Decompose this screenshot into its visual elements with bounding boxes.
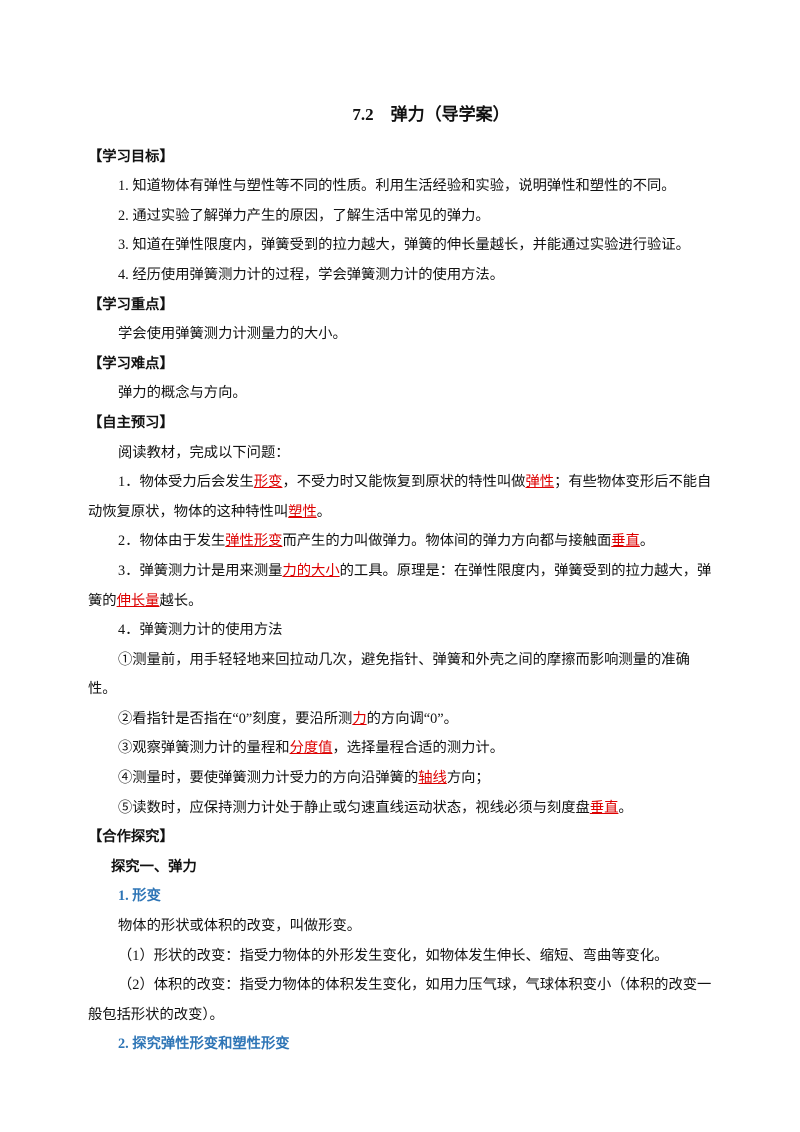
text: 。 [618, 799, 633, 816]
subheading: 探究一、弹力 [111, 858, 197, 875]
text: 越长。 [159, 592, 203, 609]
answer: 伸长量 [116, 592, 160, 609]
text: （2）体积的改变：指受力物体的体积发生变化，如用力压气球，气球体积变小（体积的改… [88, 977, 712, 1023]
topic-heading: 2. 探究弹性形变和塑性形变 [118, 1036, 290, 1053]
paragraph: 1. 知道物体有弹性与塑性等不同的性质。利用生活经验和实验，说明弹性和塑性的不同… [88, 172, 714, 202]
text: 学会使用弹簧测力计测量力的大小。 [118, 326, 347, 343]
text: 弹力的概念与方向。 [118, 385, 247, 402]
text: 物体的形状或体积的改变，叫做形变。 [118, 918, 362, 935]
paragraph: 2. 通过实验了解弹力产生的原因，了解生活中常见的弹力。 [88, 202, 714, 232]
paragraph: 2．物体由于发生弹性形变而产生的力叫做弹力。物体间的弹力方向都与接触面垂直。 [88, 527, 714, 557]
paragraph: 1．物体受力后会发生形变，不受力时又能恢复到原状的特性叫做弹性；有些物体变形后不… [88, 468, 714, 527]
answer: 力的大小 [282, 562, 340, 579]
text: ，不受力时又能恢复到原状的特性叫做 [282, 474, 526, 491]
text: ①测量前，用手轻轻地来回拉动几次，避免指针、弹簧和外壳之间的摩擦而影响测量的准确… [88, 651, 690, 698]
section-heading: 【学习重点】 [88, 296, 174, 313]
text: 。 [639, 533, 655, 550]
section-heading: 【学习目标】 [88, 148, 174, 165]
answer: 分度值 [289, 740, 333, 757]
text: （1）形状的改变：指受力物体的外形发生变化，如物体发生伸长、缩短、弯曲等变化。 [118, 947, 669, 964]
section-heading: 【学习难点】 [88, 355, 174, 372]
topic-heading: 1. 形变 [118, 888, 161, 905]
section-heading: 【自主预习】 [88, 414, 174, 431]
text: ；有些物体变形后不能自动恢复原状，物体的这种特性叫 [88, 474, 712, 520]
paragraph: 4. 经历使用弹簧测力计的过程，学会弹簧测力计的使用方法。 [88, 261, 714, 291]
paragraph: （1）形状的改变：指受力物体的外形发生变化，如物体发生伸长、缩短、弯曲等变化。 [88, 942, 714, 972]
answer: 力 [352, 710, 367, 727]
answer: 弹性形变 [225, 533, 283, 550]
section-heading: 【合作探究】 [88, 829, 174, 846]
paragraph: 阅读教材，完成以下问题： [88, 439, 714, 469]
text: 2. 通过实验了解弹力产生的原因，了解生活中常见的弹力。 [118, 207, 490, 224]
text: ②看指针是否指在“0”刻度，要沿所测 [118, 710, 353, 727]
paragraph: ③观察弹簧测力计的量程和分度值，选择量程合适的测力计。 [88, 734, 714, 764]
text: 3. 知道在弹性限度内，弹簧受到的拉力越大，弹簧的伸长量越长，并能通过实验进行验… [118, 237, 690, 254]
text: 。 [316, 503, 332, 520]
text: 2．物体由于发生 [118, 533, 226, 550]
title: 7.2 弹力（导学案） [352, 105, 510, 124]
text: 方向； [446, 770, 490, 787]
paragraph: ⑤读数时，应保持测力计处于静止或匀速直线运动状态，视线必须与刻度盘垂直。 [88, 794, 714, 824]
text: ④测量时，要使弹簧测力计受力的方向沿弹簧的 [118, 770, 419, 787]
answer: 垂直 [611, 533, 640, 550]
text: 3．弹簧测力计是用来测量 [118, 562, 283, 579]
text: ，选择量程合适的测力计。 [332, 740, 505, 757]
answer: 弹性 [525, 474, 555, 491]
paragraph: ④测量时，要使弹簧测力计受力的方向沿弹簧的轴线方向； [88, 764, 714, 794]
paragraph: 3．弹簧测力计是用来测量力的大小的工具。原理是：在弹性限度内，弹簧受到的拉力越大… [88, 557, 714, 616]
paragraph: 弹力的概念与方向。 [88, 379, 714, 409]
answer: 塑性 [288, 503, 317, 520]
paragraph: 3. 知道在弹性限度内，弹簧受到的拉力越大，弹簧的伸长量越长，并能通过实验进行验… [88, 231, 714, 261]
paragraph: 4．弹簧测力计的使用方法 [88, 616, 714, 646]
text: 1．物体受力后会发生 [118, 474, 254, 491]
text: 4．弹簧测力计的使用方法 [118, 622, 283, 639]
text: 的工具。原理是：在弹性限度内，弹簧受到的拉力越大，弹簧的 [88, 562, 712, 609]
text: 而产生的力叫做弹力。物体间的弹力方向都与接触面 [282, 533, 612, 550]
document: 7.2 弹力（导学案） 【学习目标】 1. 知道物体有弹性与塑性等不同的性质。利用… [88, 100, 714, 1060]
text: 的方向调“0”。 [366, 710, 458, 727]
paragraph: ①测量前，用手轻轻地来回拉动几次，避免指针、弹簧和外壳之间的摩擦而影响测量的准确… [88, 646, 714, 705]
text: 4. 经历使用弹簧测力计的过程，学会弹簧测力计的使用方法。 [118, 266, 505, 283]
text: ③观察弹簧测力计的量程和 [118, 740, 290, 757]
paragraph: 物体的形状或体积的改变，叫做形变。 [88, 912, 714, 942]
answer: 形变 [253, 474, 283, 491]
text: ⑤读数时，应保持测力计处于静止或匀速直线运动状态，视线必须与刻度盘 [118, 799, 590, 816]
paragraph: ②看指针是否指在“0”刻度，要沿所测力的方向调“0”。 [88, 705, 714, 735]
text: 阅读教材，完成以下问题： [118, 444, 290, 461]
answer: 轴线 [418, 770, 447, 787]
answer: 垂直 [589, 799, 619, 816]
paragraph: （2）体积的改变：指受力物体的体积发生变化，如用力压气球，气球体积变小（体积的改… [88, 971, 714, 1030]
text: 1. 知道物体有弹性与塑性等不同的性质。利用生活经验和实验，说明弹性和塑性的不同… [118, 178, 676, 195]
paragraph: 学会使用弹簧测力计测量力的大小。 [88, 320, 714, 350]
